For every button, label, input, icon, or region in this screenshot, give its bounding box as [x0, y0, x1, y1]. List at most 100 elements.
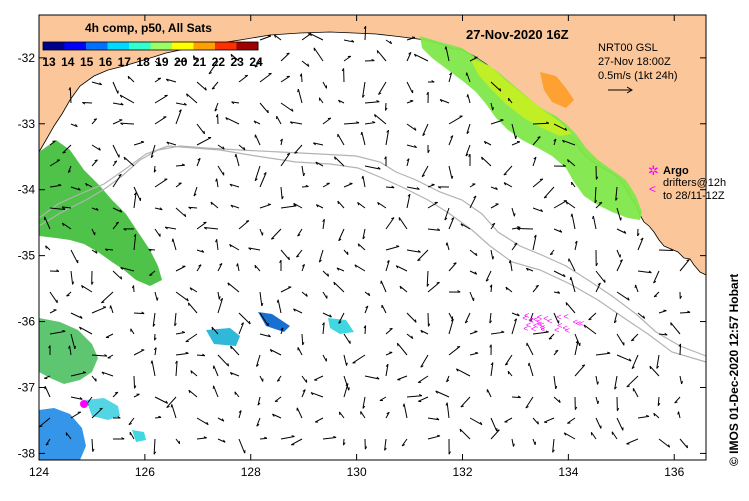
argo-drifter-point: <	[528, 316, 533, 326]
current-vector-head	[467, 94, 468, 97]
current-legend-time: 27-Nov 18:00Z	[598, 56, 671, 68]
colorbar-label: 18	[136, 55, 150, 69]
colorbar-segment	[151, 42, 173, 50]
current-vector-head	[396, 246, 399, 247]
colorbar-label: 16	[99, 55, 113, 69]
current-vector-head	[538, 421, 539, 424]
current-vector-head	[172, 239, 173, 242]
argo-legend-drifters-line1: drifters@12h	[663, 177, 726, 189]
current-vector-head	[566, 302, 567, 305]
current-vector-head	[514, 213, 515, 216]
colorbar-title: 4h comp, p50, All Sats	[85, 21, 212, 35]
lat-tick-label: -34	[18, 183, 36, 197]
colorbar-segment	[194, 42, 216, 50]
lat-tick-label: -37	[18, 380, 36, 394]
colorbar-segment	[108, 42, 130, 50]
current-vector-head	[621, 217, 622, 220]
lat-tick-label: -32	[18, 51, 36, 65]
colorbar-label: 23	[231, 55, 245, 69]
current-vector-head	[188, 303, 189, 306]
current-vector-head	[377, 50, 378, 53]
current-vector-head	[598, 401, 599, 404]
current-legend-scale: 0.5m/s (1kt 24h)	[598, 70, 677, 82]
current-vector-head	[67, 295, 70, 296]
lon-tick-label: 132	[452, 465, 472, 479]
argo-float-marker	[80, 400, 88, 408]
current-vector	[517, 228, 533, 229]
current-vector-head	[141, 141, 144, 142]
current-vector-head	[570, 277, 571, 280]
current-vector-head	[446, 243, 447, 246]
colorbar-segment	[86, 42, 108, 50]
current-vector	[92, 439, 93, 452]
current-vector	[260, 438, 267, 439]
colorbar-segment	[43, 42, 65, 50]
current-vector-head	[437, 282, 440, 283]
current-vector-head	[412, 37, 415, 38]
colorbar-label: 20	[174, 55, 188, 69]
colorbar-label: 22	[212, 55, 226, 69]
map-title: 27-Nov-2020 16Z	[466, 27, 569, 42]
argo-drifter-point: <	[563, 311, 568, 321]
current-vector-head	[268, 110, 269, 113]
current-vector-head	[101, 302, 104, 303]
lon-tick-label: 136	[664, 465, 684, 479]
current-vector-head	[540, 179, 543, 180]
colorbar-segment	[237, 42, 259, 50]
lat-tick-label: -33	[18, 117, 36, 131]
current-vector-head	[171, 404, 172, 407]
current-vector-head	[671, 323, 672, 326]
colorbar-label: 19	[155, 55, 169, 69]
current-vector-head	[110, 306, 111, 309]
colorbar-label: 21	[193, 55, 207, 69]
current-vector-head	[289, 257, 290, 260]
current-vector-head	[389, 328, 392, 329]
colorbar-label: 14	[61, 55, 75, 69]
colorbar-segment	[129, 42, 151, 50]
current-vector	[301, 74, 302, 82]
colorbar-label: 17	[118, 55, 132, 69]
current-vector-head	[157, 298, 158, 301]
colorbar-label: 24	[249, 55, 263, 69]
argo-legend-icon: ✲	[648, 163, 659, 178]
argo-drifter-point: <	[573, 317, 578, 327]
lon-tick-label: 128	[241, 465, 261, 479]
colorbar-strip	[43, 42, 259, 50]
colorbar-segment	[172, 42, 194, 50]
colorbar-label: 15	[80, 55, 94, 69]
current-vector-head	[528, 363, 529, 366]
lon-tick-label: 130	[347, 465, 367, 479]
lat-tick-label: -36	[18, 315, 36, 329]
argo-drifter-point: <	[579, 318, 584, 328]
argo-drifter-icon: <	[649, 182, 656, 196]
current-vector-head	[635, 285, 636, 288]
current-vector-head	[589, 319, 592, 320]
colorbar-segment	[65, 42, 87, 50]
argo-drifter-point: <	[539, 320, 544, 330]
current-vector-head	[687, 445, 688, 448]
current-vector-head	[96, 378, 97, 381]
argo-legend-label: Argo	[663, 165, 689, 177]
argo-drifter-point: <	[562, 323, 567, 333]
lon-tick-label: 124	[29, 465, 49, 479]
argo-legend-drifters-line2: to 28/11-12Z	[663, 190, 725, 202]
argo-drifter-point: <	[557, 321, 562, 331]
current-vector-head	[349, 387, 350, 390]
current-vector	[680, 312, 690, 313]
current-vector-head	[212, 327, 213, 330]
lat-tick-label: -38	[18, 446, 36, 460]
current-vector-head	[235, 154, 236, 157]
current-vector-head	[500, 119, 503, 120]
current-vector-head	[298, 89, 299, 92]
current-vector-head	[474, 331, 477, 332]
current-vector-head	[268, 204, 271, 205]
current-vector-head	[650, 366, 651, 369]
current-vector-head	[347, 252, 348, 255]
current-vector-head	[39, 426, 42, 427]
colorbar-segment	[215, 42, 237, 50]
current-vector-head	[663, 310, 666, 311]
imos-credit: © IMOS 01-Dec-2020 12:57 Hobart	[727, 274, 741, 466]
current-vector-head	[397, 343, 398, 346]
lat-tick-label: -35	[18, 249, 36, 263]
